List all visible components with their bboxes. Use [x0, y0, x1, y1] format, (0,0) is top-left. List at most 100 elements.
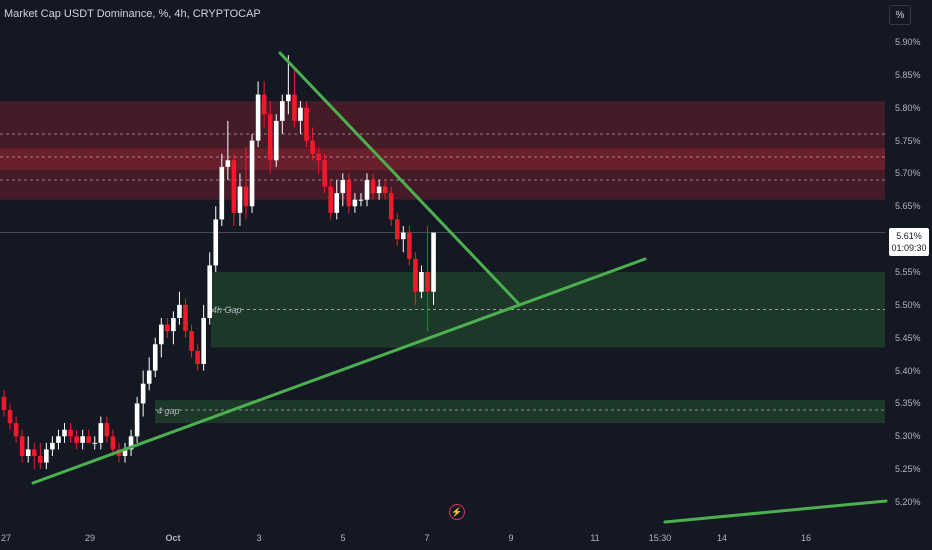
- candle-up: [207, 265, 212, 318]
- candle-down: [261, 94, 267, 115]
- last-price-label: 5.61% 01:09:30: [889, 228, 929, 256]
- candle-down: [243, 186, 249, 207]
- candle-up: [159, 324, 164, 345]
- candle-down: [86, 436, 91, 443]
- x-tick-label: 11: [590, 533, 600, 543]
- candle-up: [376, 186, 382, 194]
- candle-up: [201, 318, 206, 364]
- candle-up: [280, 101, 285, 121]
- y-tick-label: 5.40%: [895, 365, 921, 376]
- y-tick-label: 5.50%: [895, 299, 921, 310]
- candle-up: [352, 199, 358, 207]
- candle-down: [104, 423, 110, 437]
- candle-up: [431, 232, 436, 292]
- candle-down: [7, 410, 13, 424]
- lightning-icon[interactable]: ⚡: [449, 504, 465, 520]
- candle-down: [394, 219, 400, 240]
- candle-down: [322, 160, 327, 187]
- candle-down: [407, 232, 412, 259]
- x-tick-label: 5: [340, 533, 346, 543]
- candle-up: [255, 94, 261, 141]
- candle-up: [177, 304, 182, 318]
- candle-up: [273, 120, 279, 161]
- gap-label-4h: 4h Gap: [212, 305, 242, 315]
- y-tick-label: 5.65%: [895, 201, 921, 212]
- candle-down: [328, 186, 333, 213]
- x-tick-label: 29: [84, 533, 96, 543]
- candle-up: [237, 186, 243, 213]
- candle-down: [195, 350, 200, 364]
- x-tick-label: 16: [800, 533, 812, 543]
- candle-down: [425, 272, 430, 292]
- candle-up: [98, 423, 104, 443]
- candle-up: [364, 180, 370, 200]
- resistance-trendline: [278, 51, 520, 305]
- candle-up: [219, 166, 225, 220]
- candle-down: [19, 436, 25, 456]
- candle-down: [304, 107, 309, 141]
- candle-up: [80, 436, 85, 443]
- candle-up: [122, 449, 128, 456]
- y-tick-label: 5.25%: [895, 464, 921, 475]
- candle-down: [292, 94, 297, 121]
- candle-up: [152, 344, 158, 371]
- candle-up: [358, 199, 364, 201]
- projection-trendline: [663, 499, 888, 524]
- candle-up: [249, 140, 255, 207]
- candle-down: [183, 304, 188, 332]
- bar-countdown: 01:09:30: [891, 243, 927, 253]
- candle-up: [56, 436, 61, 443]
- y-tick-label: 5.85%: [895, 69, 921, 80]
- candle-down: [110, 436, 116, 450]
- x-tick-label: 9: [508, 533, 514, 543]
- y-tick-label: 5.90%: [895, 37, 921, 47]
- candle-down: [31, 449, 37, 456]
- y-tick-label: 5.30%: [895, 431, 921, 442]
- support-zone: [155, 400, 885, 424]
- candle-up: [134, 403, 140, 437]
- y-tick-label: 5.35%: [895, 398, 921, 409]
- candle-down: [1, 396, 7, 410]
- y-tick-label: 5.80%: [895, 102, 921, 113]
- candle-up: [298, 107, 303, 121]
- candle-up: [213, 219, 219, 266]
- candle-down: [316, 153, 321, 161]
- candle-down: [267, 114, 273, 161]
- y-tick-label: 5.75%: [895, 135, 921, 146]
- candle-up: [225, 160, 231, 167]
- candle-up: [401, 232, 406, 240]
- candle-up: [50, 442, 55, 450]
- candle-down: [68, 429, 73, 437]
- unit-toggle-button[interactable]: %: [889, 5, 911, 25]
- candle-down: [413, 258, 418, 292]
- candle-down: [310, 140, 315, 154]
- x-tick-label: 15:30: [648, 533, 672, 543]
- candle-up: [92, 442, 98, 444]
- y-tick-label: 5.70%: [895, 168, 921, 179]
- candle-up: [25, 449, 31, 456]
- gap-label-4: 4 gap: [157, 406, 180, 416]
- support-trendline: [31, 257, 647, 485]
- candle-down: [38, 456, 43, 463]
- candle-up: [286, 94, 291, 102]
- candle-up: [334, 193, 340, 213]
- candle-down: [382, 186, 388, 194]
- candle-up: [419, 272, 424, 292]
- candle-down: [189, 331, 194, 351]
- y-tick-label: 5.20%: [895, 497, 921, 507]
- resistance-core-band: [0, 148, 885, 171]
- candle-up: [146, 370, 152, 384]
- candle-down: [74, 436, 79, 443]
- x-tick-label: Oct: [165, 533, 181, 543]
- candle-down: [346, 180, 352, 207]
- candle-down: [370, 180, 376, 194]
- candle-down: [231, 160, 237, 213]
- candle-up: [171, 318, 176, 332]
- x-tick-label: 3: [256, 533, 262, 543]
- candle-down: [388, 193, 394, 220]
- candle-up: [340, 180, 346, 194]
- y-tick-label: 5.45%: [895, 332, 921, 343]
- x-tick-label: 7: [424, 533, 430, 543]
